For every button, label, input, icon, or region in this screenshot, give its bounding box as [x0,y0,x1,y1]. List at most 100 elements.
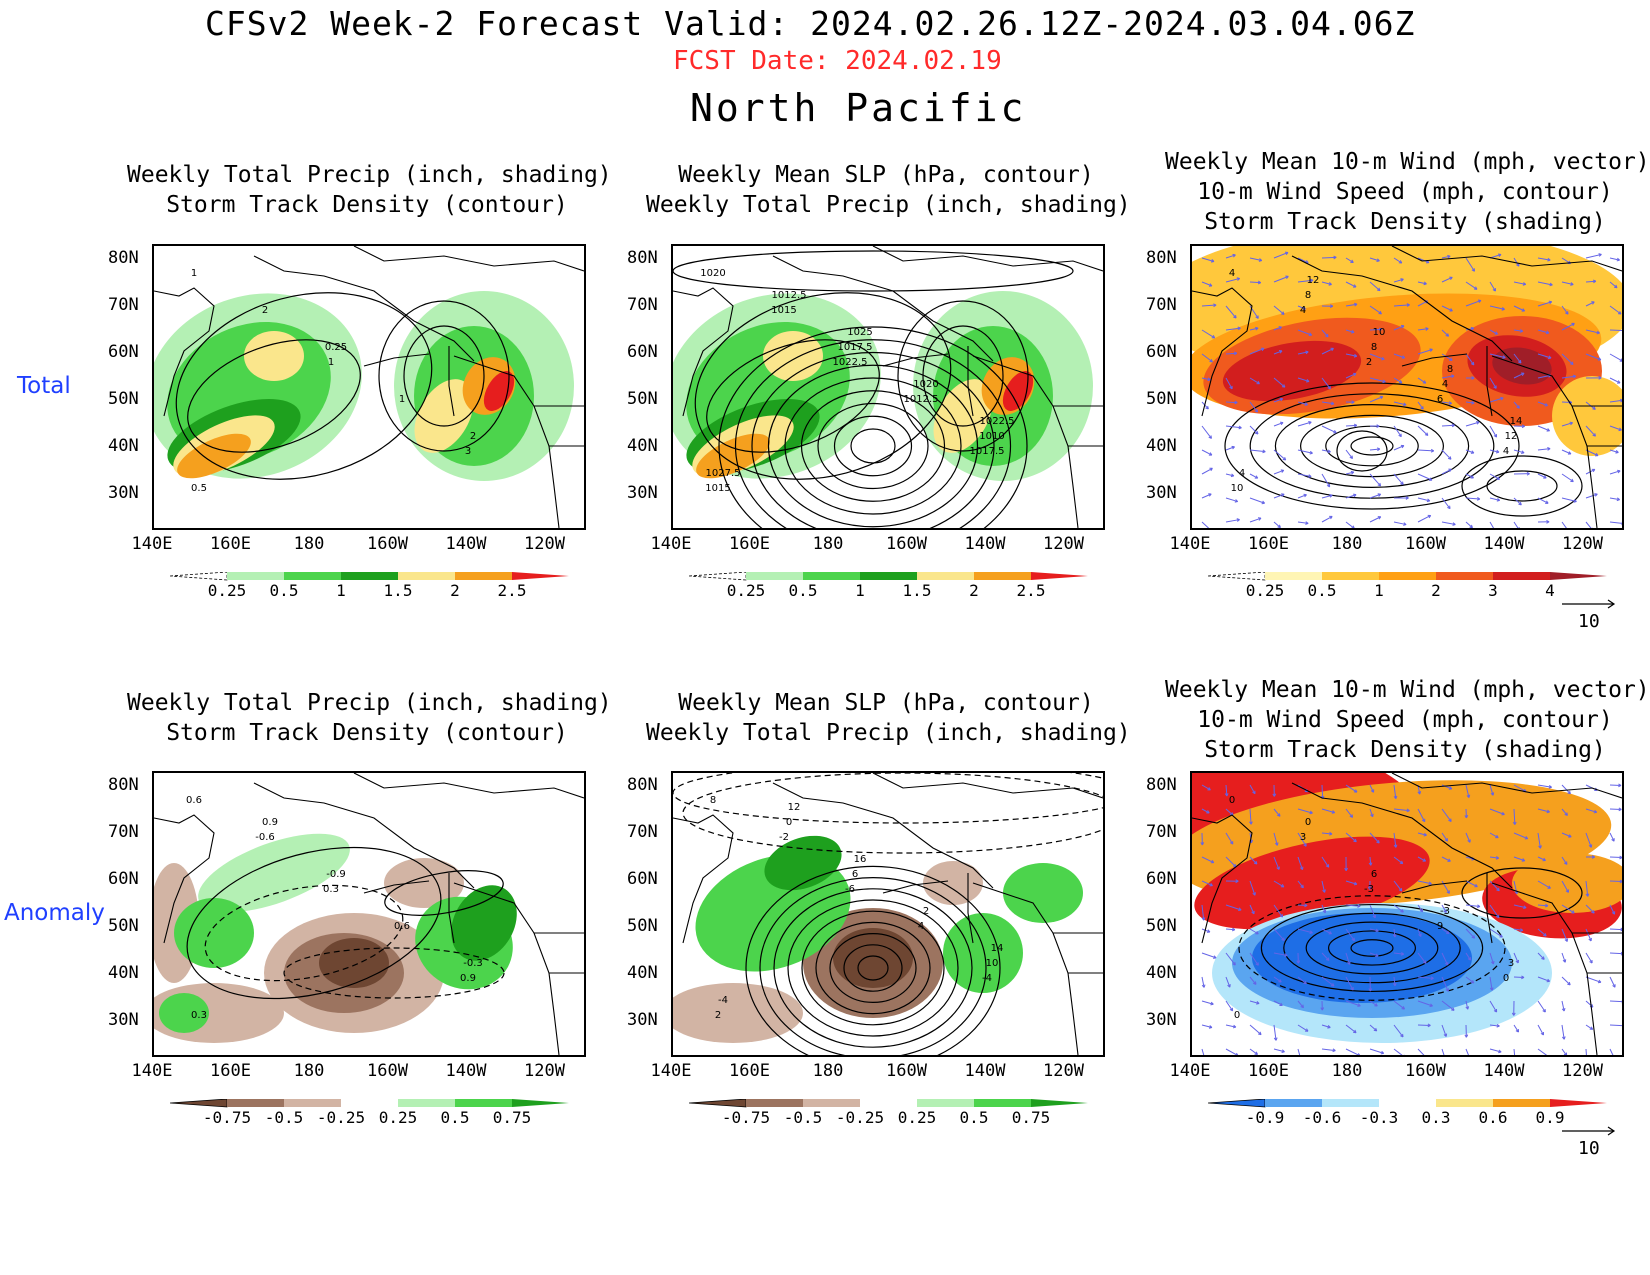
wind-vector-head [1400,444,1405,449]
wind-vector-head [1326,483,1331,488]
lat-label: 30N [627,483,658,503]
contour-line [1350,939,1394,957]
lat-label: 60N [1146,342,1177,362]
wind-vector-head [1276,813,1281,817]
wind-vector-head [1430,976,1434,981]
wind-vector [1489,449,1500,453]
wind-vector [1465,784,1470,798]
contour-line [1238,895,1506,1001]
wind-vector [1441,952,1449,966]
lon-label: 180 [293,534,325,554]
wind-vector-head [1327,1025,1331,1029]
colorbar-total-slp [688,571,1102,590]
lon-label: 140W [445,534,487,554]
wind-vector-head [1570,361,1574,366]
lon-label: 160W [367,1061,408,1081]
shading-blob [483,371,515,411]
contour-line [1260,903,1484,993]
wind-vector-head [1353,881,1358,886]
wind-vector-head [1330,983,1335,987]
wind-vector-head [1353,1029,1357,1034]
wind-vector [1489,521,1495,528]
wind-vector-head [1546,978,1551,983]
wind-vector-head [1282,457,1287,461]
lat-label: 80N [108,775,139,795]
row-label-total: Total [17,373,71,399]
wind-vector [1393,257,1403,264]
wind-vector [1297,521,1309,524]
wind-vector-head [1351,329,1355,334]
wind-vector [1369,377,1386,383]
wind-vector [1345,449,1353,459]
wind-vector [1561,784,1571,795]
wind-vector [1369,473,1381,487]
wind-vector [1441,904,1447,913]
wind-vector [1201,976,1205,988]
lat-label: 40N [627,436,658,456]
wind-vector [1609,521,1622,524]
wind-vector-head [1277,524,1281,528]
wind-vector [1417,497,1430,502]
wind-vector [1225,784,1228,797]
lat-label: 70N [627,822,658,842]
panel-title: Weekly Mean 10-m Wind (mph, vector) 10-m … [1165,147,1650,237]
colorbar-label: -0.75 [202,1108,252,1127]
contour-label: 1027.5 [706,468,741,479]
wind-vector-head [1302,306,1306,310]
wind-vector-head [1278,326,1282,330]
wind-vector-head [1274,842,1279,846]
wind-vector [1273,449,1287,461]
wind-vector [1585,976,1602,983]
wind-vector-head [1589,959,1593,964]
wind-vector [1465,421,1480,427]
wind-vector [1489,1000,1498,1013]
wind-vector [1441,928,1450,934]
wind-vector-head [1357,904,1361,908]
wind-vector [1201,281,1213,287]
wind-vector [1297,401,1308,406]
wind-vector-head [1517,359,1522,364]
lon-label: 140E [650,1061,692,1081]
wind-vector [1441,976,1449,992]
lon-label: 120W [1562,534,1603,554]
panel-title: Weekly Total Precip (inch, shading) Storm… [127,160,612,220]
wind-vector [1297,494,1307,499]
contour-line [801,910,945,1026]
wind-vector [1345,1024,1357,1034]
contour-line [1461,867,1583,919]
wind-vector [1273,856,1280,870]
wind-vector [1561,353,1574,365]
contour-label: 0.6 [186,795,202,806]
wind-vector [1489,305,1505,310]
wind-vector [1609,425,1622,431]
contour-label: 1020 [913,379,938,390]
wind-vector [1249,257,1262,261]
wind-vector-head [1233,351,1238,356]
contour-label: 10 [986,958,999,969]
lat-label: 40N [108,963,139,983]
coastline [1192,246,1622,528]
wind-vector-head [1476,420,1480,425]
colorbar-cap [512,572,569,580]
colorbar-label: 1.5 [383,581,413,600]
wind-vector-head [1443,909,1447,914]
panel-title: Weekly Total Precip (inch, shading) Storm… [127,688,612,748]
shading-blob [174,898,254,968]
wind-vector [1561,976,1571,986]
wind-vector-head [1229,841,1234,845]
wind-vector-head [1398,888,1403,892]
panel-title-line: Storm Track Density (shading) [1204,737,1606,763]
colorbar-segment [1379,572,1436,580]
wind-vector [1369,808,1374,817]
wind-vector [1441,276,1453,283]
lon-label: 120W [1043,534,1084,554]
wind-vector-head [1496,887,1500,892]
wind-vector [1321,473,1331,488]
wind-vector [1489,397,1504,403]
coastline [673,773,1103,1055]
wind-vector-head [1443,1033,1448,1037]
wind-vector [1561,449,1572,455]
wind-vector [1441,856,1451,862]
wind-vector [1225,277,1240,283]
wind-vector [1321,449,1331,453]
